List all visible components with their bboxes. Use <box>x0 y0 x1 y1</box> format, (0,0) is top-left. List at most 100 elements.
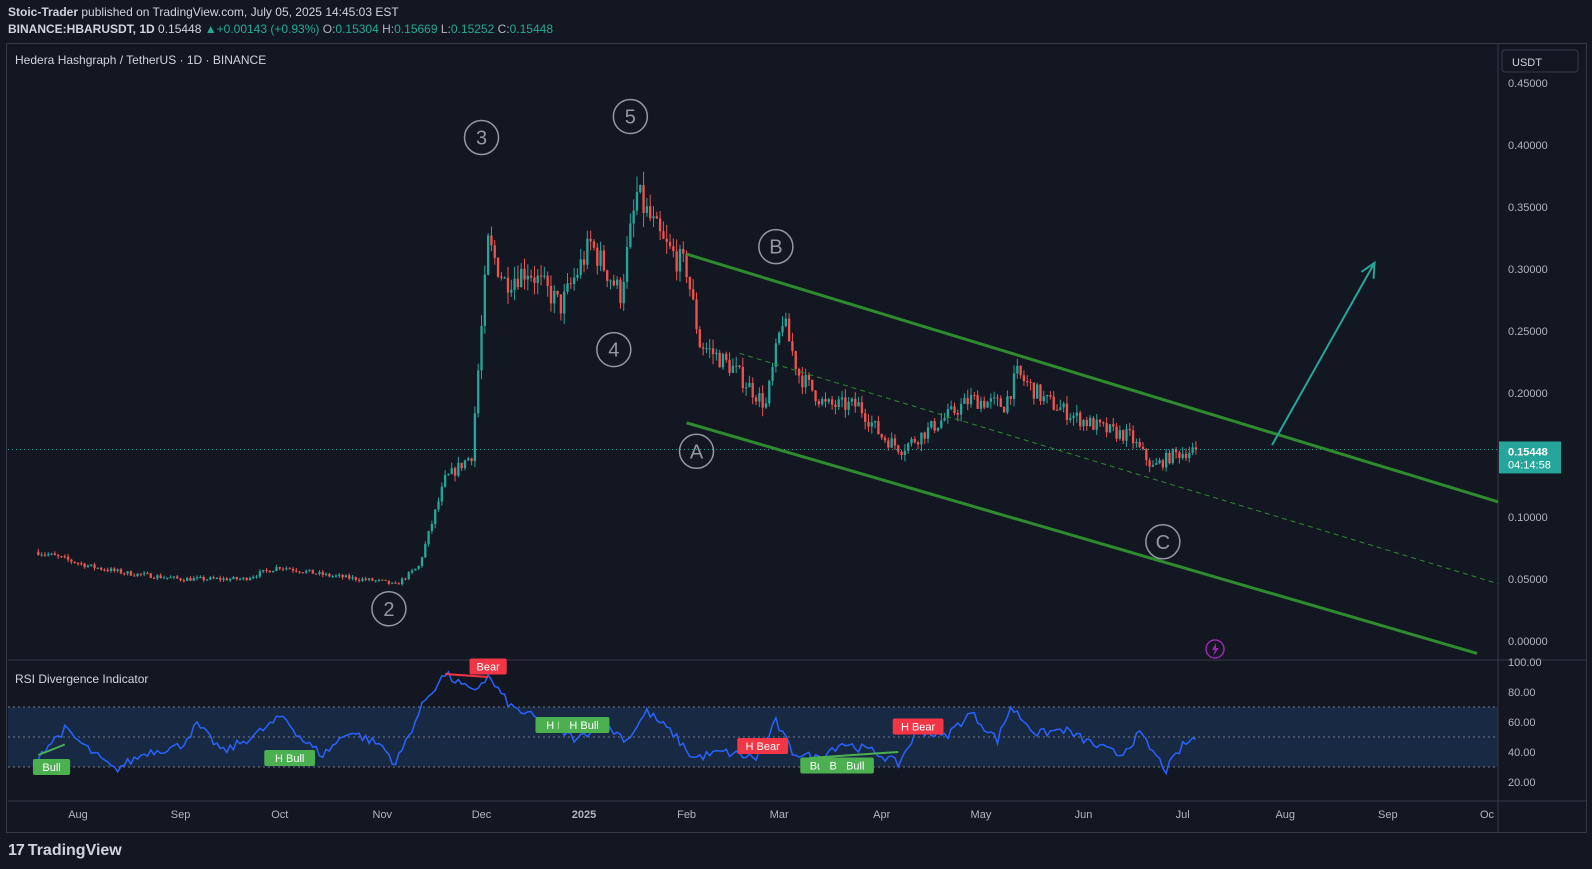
candle-body <box>543 275 546 277</box>
price-tick-label: 0.40000 <box>1508 140 1548 152</box>
candle-body <box>801 375 804 388</box>
candle-body <box>774 343 778 367</box>
projection-arrow[interactable] <box>1271 262 1376 446</box>
tradingview-logo[interactable]: 17 TradingView <box>8 842 122 860</box>
divergence-tag-bull: Bull <box>32 759 71 775</box>
candle-body <box>701 347 705 349</box>
candle-body <box>162 577 166 579</box>
candle-body <box>582 259 586 265</box>
candle-body <box>258 571 262 577</box>
candle-body <box>86 565 90 568</box>
wave-label-4: 4 <box>608 340 619 362</box>
candle-body <box>437 501 440 510</box>
candle-body <box>182 580 185 582</box>
candle-body <box>506 277 510 293</box>
candle-body <box>850 398 854 402</box>
candle-body <box>142 573 146 575</box>
candle-body <box>870 422 873 427</box>
last-price-value: 0.15448 <box>158 22 202 36</box>
candle-body <box>404 578 407 580</box>
candle-body <box>1178 452 1181 459</box>
candle-body <box>354 577 357 580</box>
channel-lower-line[interactable] <box>686 421 1478 655</box>
time-tick-label: Oct <box>271 809 288 821</box>
candle-body <box>219 577 222 580</box>
candle-body <box>956 413 959 415</box>
candle-body <box>119 569 123 574</box>
candle-body <box>295 570 298 572</box>
candle-body <box>486 235 490 275</box>
candle-body <box>688 277 692 290</box>
candle-body <box>940 420 943 428</box>
divergence-tag-bg <box>264 750 316 766</box>
candle-body <box>324 573 328 575</box>
candle-body <box>1138 442 1141 447</box>
price-tick-label: 0.20000 <box>1508 388 1548 400</box>
candle-body <box>40 554 43 556</box>
candle-body <box>1108 424 1112 433</box>
divergence-line-bull <box>37 743 66 756</box>
divergence-tag-bear: H Bear <box>737 738 789 754</box>
candle-body <box>457 462 460 476</box>
main-pane[interactable] <box>8 44 1586 833</box>
candle-body <box>212 577 215 579</box>
candle-body <box>645 206 649 214</box>
wave-label-circle <box>758 228 794 265</box>
candle-body <box>629 223 632 248</box>
candle-body <box>470 458 473 462</box>
candle-body <box>695 299 698 330</box>
channel-mid-line[interactable] <box>739 352 1524 591</box>
time-tick-label: Nov <box>373 809 393 821</box>
wave-label-c: C <box>1156 532 1170 554</box>
candle-body <box>387 580 391 584</box>
divergence-tag-bear: Bear <box>469 658 507 675</box>
candle-body <box>741 366 744 389</box>
candle-body <box>447 474 450 476</box>
candle-body <box>883 437 887 441</box>
candle-body <box>993 397 996 399</box>
candle-body <box>209 577 212 580</box>
candle-body <box>334 575 338 577</box>
candle-body <box>328 573 331 577</box>
symbol-label[interactable]: BINANCE:HBARUSDT, 1D <box>8 22 155 36</box>
candle-body <box>338 574 341 576</box>
drawings-layer[interactable] <box>686 252 1524 655</box>
candle-body <box>417 565 420 569</box>
candle-body <box>821 398 824 405</box>
publication-header: Stoic-Trader published on TradingView.co… <box>0 0 1592 43</box>
candle-body <box>463 460 467 469</box>
channel-upper-line[interactable] <box>686 252 1524 509</box>
candle-body <box>642 185 645 214</box>
currency-box[interactable] <box>1501 49 1579 73</box>
candle-body <box>1148 460 1151 467</box>
candle-body <box>1171 448 1174 464</box>
price-tick-label: 0.00000 <box>1508 636 1548 648</box>
candle-body <box>308 569 311 571</box>
projection-arrow-head-icon <box>1360 260 1376 279</box>
candle-body <box>513 278 516 290</box>
candle-body <box>735 365 738 367</box>
candle-body <box>344 575 348 578</box>
candle-body <box>708 348 711 350</box>
candle-body <box>910 438 913 444</box>
candle-body <box>1168 452 1171 464</box>
candle-body <box>857 402 860 407</box>
candle-body <box>1049 395 1052 397</box>
flash-icon[interactable] <box>1205 639 1225 659</box>
footer-bar <box>0 834 1592 869</box>
author-name[interactable]: Stoic-Trader <box>8 5 79 19</box>
candle-body <box>913 438 916 443</box>
rsi-line <box>37 670 1197 776</box>
candle-body <box>771 366 774 381</box>
rsi-tick-label: 100.00 <box>1508 657 1542 669</box>
candle-body <box>321 571 324 575</box>
candle-body <box>625 247 629 282</box>
candle-body <box>572 277 576 284</box>
candle-body <box>778 332 781 344</box>
candle-body <box>887 440 890 448</box>
candle-body <box>576 274 579 278</box>
candle-body <box>903 450 907 456</box>
candle-body <box>43 554 47 556</box>
